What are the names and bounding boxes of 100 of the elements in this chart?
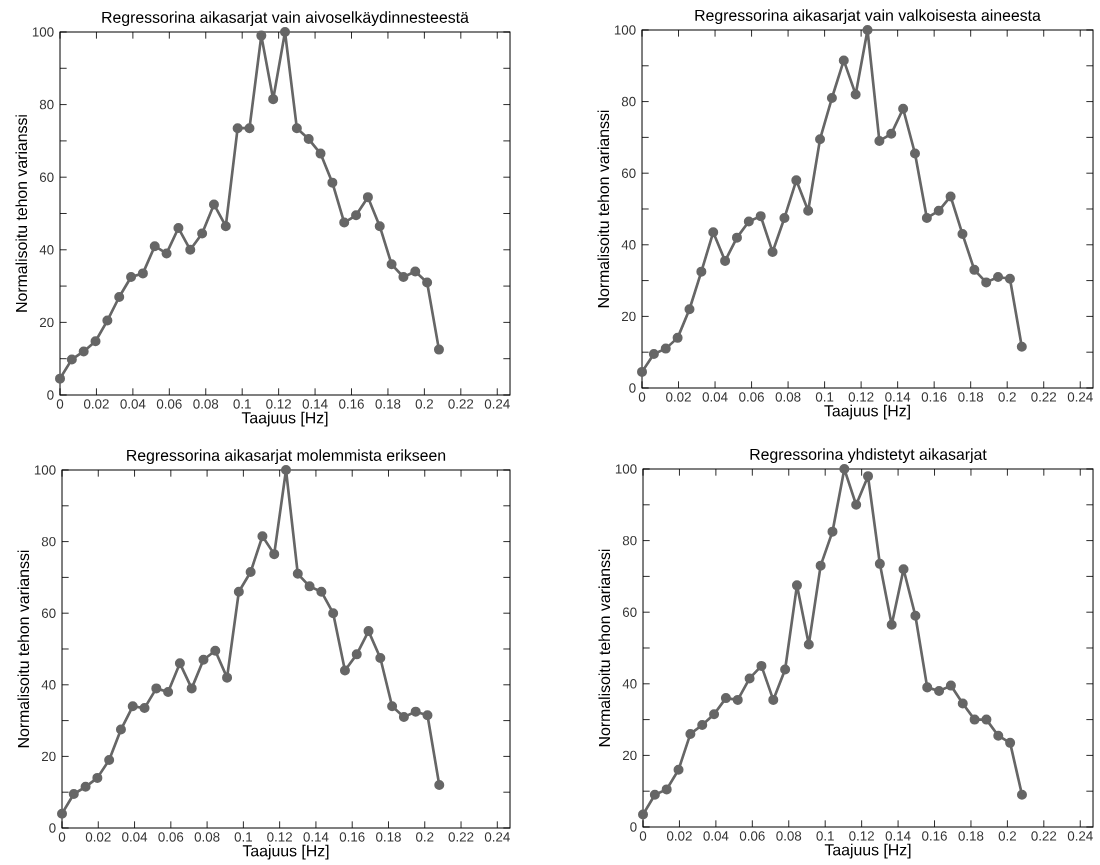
point <box>815 134 826 145</box>
point <box>685 728 696 739</box>
point <box>186 683 197 694</box>
point <box>137 268 148 279</box>
point <box>363 626 374 637</box>
point <box>638 809 649 820</box>
point <box>78 346 89 357</box>
point <box>838 55 849 66</box>
point <box>1016 789 1027 800</box>
y-tick-label: 100 <box>615 464 637 474</box>
x-tick-label: 0.16 <box>922 831 947 841</box>
point <box>139 703 150 714</box>
x-axis-title: Taajuus [Hz] <box>241 411 328 427</box>
y-tick-label: 20 <box>41 751 56 762</box>
point <box>386 259 397 270</box>
chart-title: Regressorina yhdistetyt aikasarjat <box>750 448 987 464</box>
x-tick-label: 0.08 <box>776 831 802 841</box>
point <box>909 148 920 159</box>
point <box>850 89 861 100</box>
point <box>410 706 421 717</box>
y-tick-label: 100 <box>34 465 56 475</box>
x-tick-label: 0.06 <box>739 831 765 841</box>
point <box>104 754 115 765</box>
point <box>1005 737 1016 748</box>
point <box>957 229 968 240</box>
x-tick-label: 0.2 <box>998 831 1016 841</box>
x-tick-label: 0.1 <box>815 392 834 402</box>
point <box>744 673 755 684</box>
point <box>256 30 267 41</box>
point <box>232 123 243 134</box>
point <box>648 348 659 359</box>
point <box>637 366 648 377</box>
y-tick-label: 80 <box>622 535 637 546</box>
x-tick-label: 0.18 <box>958 392 984 402</box>
point <box>874 558 885 569</box>
point <box>149 241 160 252</box>
point <box>874 135 885 146</box>
x-tick-label: 0.08 <box>193 399 219 409</box>
x-tick-label: 0.22 <box>448 399 474 409</box>
point <box>791 580 802 591</box>
point <box>969 264 980 275</box>
point <box>327 177 338 188</box>
x-tick-label: 0.24 <box>1067 831 1093 841</box>
x-tick-label: 0.16 <box>339 832 365 842</box>
point <box>993 272 1004 283</box>
point <box>933 205 944 216</box>
y-axis-title: Normalisoitu tehon varianssi <box>15 115 28 312</box>
point <box>921 212 932 223</box>
point <box>102 315 113 326</box>
point <box>731 232 742 243</box>
x-tick-label: 0.02 <box>666 392 691 402</box>
x-tick-label: 0.04 <box>122 832 148 842</box>
point <box>151 683 162 694</box>
point <box>161 248 172 259</box>
point <box>220 221 231 232</box>
x-tick-label: 0.02 <box>85 832 111 842</box>
x-tick-label: 0.04 <box>120 399 146 409</box>
point <box>957 698 968 709</box>
point <box>993 730 1004 741</box>
point <box>732 694 743 705</box>
point <box>684 304 695 315</box>
chart-title: Regressorina aikasarjat vain valkoisesta aineesta <box>695 9 1041 25</box>
point <box>387 701 398 712</box>
x-tick-label: 0 <box>638 392 646 402</box>
point <box>362 192 373 203</box>
point <box>351 210 362 221</box>
point <box>268 94 279 105</box>
chart-title: Regressorina aikasarjat molemmista erikseen <box>127 449 446 465</box>
point <box>826 93 837 104</box>
point <box>803 205 814 216</box>
x-tick-label: 0.06 <box>158 832 184 842</box>
x-tick-label: 0.1 <box>233 399 251 409</box>
point <box>173 223 184 234</box>
point <box>660 343 671 354</box>
point <box>66 354 77 365</box>
point <box>886 128 897 139</box>
point <box>351 649 362 660</box>
x-tick-label: 0.22 <box>1031 392 1057 402</box>
point <box>827 526 838 537</box>
point <box>934 685 945 696</box>
y-tick-label: 40 <box>39 245 54 255</box>
point <box>257 531 268 542</box>
x-tick-label: 0.18 <box>958 831 984 841</box>
x-tick-label: 0.2 <box>416 832 434 842</box>
x-tick-label: 0.06 <box>156 399 182 409</box>
point <box>210 645 221 656</box>
x-tick-label: 0.12 <box>848 392 874 402</box>
y-tick-label: 100 <box>614 25 636 35</box>
point <box>398 712 409 723</box>
x-tick-label: 0.24 <box>484 399 510 409</box>
point <box>90 336 101 347</box>
point <box>672 332 683 343</box>
point <box>981 277 992 288</box>
point <box>233 586 244 597</box>
x-tick-label: 0.12 <box>266 399 291 409</box>
point <box>767 246 778 257</box>
y-axis-title: Normalisoitu tehon varianssi <box>17 550 30 748</box>
point <box>280 26 291 37</box>
point <box>922 682 933 693</box>
x-axis-title: Taajuus [Hz] <box>824 843 911 859</box>
